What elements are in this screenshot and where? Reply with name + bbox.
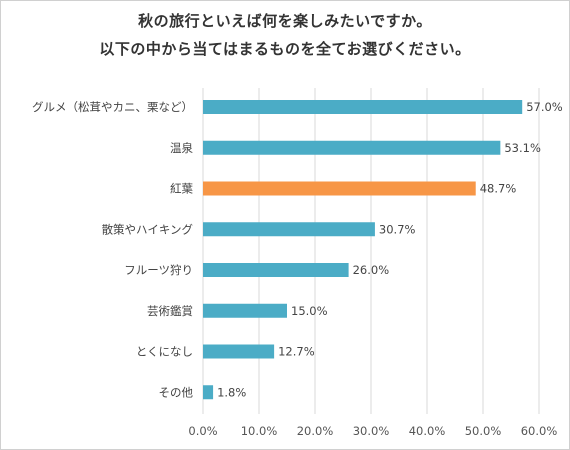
chart-title: 秋の旅行といえば何を楽しみたいですか。 <box>138 12 432 30</box>
bar <box>203 344 275 359</box>
data-label: 48.7% <box>480 182 517 196</box>
data-label: 53.1% <box>504 141 541 155</box>
bar <box>203 263 349 277</box>
x-tick-label: 30.0% <box>353 424 390 438</box>
category-label: その他 <box>159 385 194 399</box>
data-label: 30.7% <box>379 222 416 236</box>
x-tick-label: 0.0% <box>188 424 217 438</box>
chart-subtitle: 以下の中から当てはまるものを全てお選びください。 <box>99 40 471 58</box>
data-label: 12.7% <box>278 345 315 359</box>
x-tick-label: 20.0% <box>297 424 334 438</box>
bar <box>203 385 214 400</box>
bar <box>203 140 501 155</box>
data-label: 15.0% <box>291 304 328 318</box>
bar <box>203 100 523 114</box>
data-label: 1.8% <box>217 385 246 399</box>
x-tick-label: 40.0% <box>409 424 446 438</box>
category-label: フルーツ狩り <box>124 263 193 277</box>
data-label: 26.0% <box>353 263 390 277</box>
category-label: 紅葉 <box>170 182 193 196</box>
category-label: 散策やハイキング <box>102 222 194 236</box>
category-label: とくになし <box>136 345 193 359</box>
x-tick-label: 60.0% <box>521 424 558 438</box>
category-label: 芸術鑑賞 <box>147 304 193 318</box>
data-label: 57.0% <box>526 100 563 114</box>
bar <box>203 181 476 196</box>
x-tick-label: 10.0% <box>241 424 278 438</box>
bar <box>203 303 287 318</box>
bar <box>203 222 375 237</box>
x-tick-label: 50.0% <box>465 424 502 438</box>
category-label: 温泉 <box>170 141 193 155</box>
category-label: グルメ（松茸やカニ、栗など） <box>32 100 193 114</box>
